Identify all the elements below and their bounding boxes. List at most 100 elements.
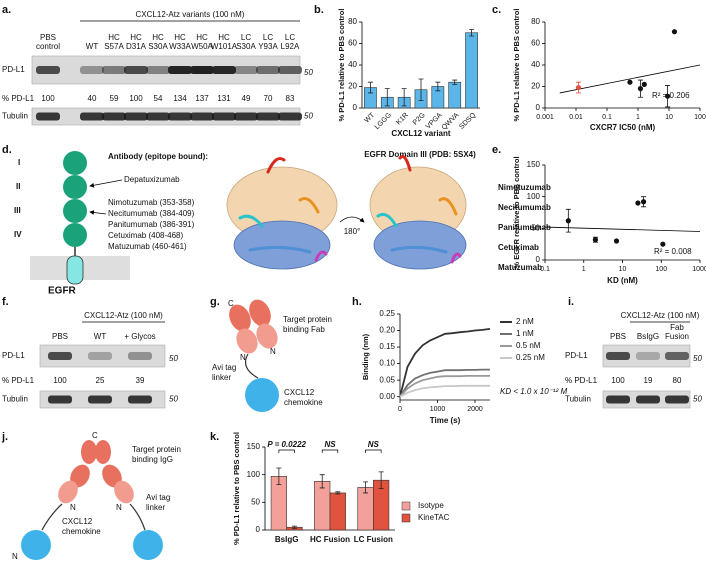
lane-label: PBS bbox=[40, 33, 56, 42]
panel-label: d. bbox=[2, 144, 12, 156]
point bbox=[575, 84, 582, 91]
y-tick-label: 60 bbox=[348, 39, 357, 48]
y-tick-label: 0.05 bbox=[379, 375, 395, 384]
mw-marker: 50 bbox=[693, 395, 702, 404]
error-bar bbox=[418, 78, 424, 101]
legend-swatch bbox=[401, 501, 411, 511]
y-tick-label: 0.10 bbox=[379, 359, 395, 368]
chemokine-label: CXCL12 bbox=[284, 388, 315, 397]
panel-label: h. bbox=[352, 296, 362, 308]
lane-label: LC bbox=[263, 33, 273, 42]
band bbox=[168, 66, 192, 74]
igg-label: binding IgG bbox=[132, 455, 173, 464]
annotation: P = 0.0222 bbox=[267, 440, 306, 449]
y-tick-label: 0.25 bbox=[379, 309, 395, 318]
x-tick-label: 0.1 bbox=[602, 114, 612, 121]
series-line bbox=[399, 368, 490, 398]
band bbox=[124, 66, 148, 74]
mw-marker: 50 bbox=[304, 112, 313, 121]
band bbox=[212, 66, 236, 74]
loading-band bbox=[102, 112, 126, 121]
band bbox=[80, 66, 104, 74]
x-tick-label: 100 bbox=[655, 266, 667, 273]
band bbox=[636, 352, 660, 360]
x-tick-label: LC Fusion bbox=[354, 535, 393, 544]
band bbox=[36, 66, 60, 74]
point bbox=[640, 199, 647, 205]
mw-marker: 50 bbox=[304, 68, 313, 77]
y-axis-title: % PD-L1 relative to PBS control bbox=[337, 9, 346, 122]
x-tick-label: 1 bbox=[582, 266, 586, 273]
y-tick-label: 0 bbox=[536, 103, 541, 112]
loading-band bbox=[124, 112, 148, 121]
blot-header: CXCL12-Atz (100 nM) bbox=[621, 311, 700, 320]
point bbox=[635, 200, 641, 206]
bar bbox=[357, 487, 374, 531]
fab-label: Target protein bbox=[283, 315, 332, 324]
mw-marker: 50 bbox=[169, 395, 178, 404]
band bbox=[88, 352, 112, 360]
row-label: % PD-L1 bbox=[565, 376, 598, 385]
chemokine-label: chemokine bbox=[284, 398, 323, 407]
series-line bbox=[399, 375, 490, 398]
chemokine-label: CXCL12 bbox=[62, 517, 93, 526]
c-terminus: C bbox=[92, 431, 98, 440]
legend-label: 0.5 nM bbox=[516, 341, 541, 350]
y-axis-title: % EGFR relative to PBS control bbox=[512, 156, 521, 268]
row-label: PD-L1 bbox=[565, 351, 588, 360]
percent-value: 49 bbox=[242, 94, 251, 103]
rotation-label: 180° bbox=[344, 227, 361, 236]
y-tick-label: 40 bbox=[531, 60, 540, 69]
error-bar bbox=[401, 88, 407, 107]
lane-label: HC bbox=[152, 33, 164, 42]
row-label: % PD-L1 bbox=[2, 94, 35, 103]
x-tick-label: 0.1 bbox=[540, 266, 550, 273]
legend-label: Isotype bbox=[418, 501, 444, 510]
percent-value: 83 bbox=[286, 94, 295, 103]
epitope-region bbox=[238, 214, 264, 228]
blot-header: CXCL12-Atz variants (100 nM) bbox=[136, 10, 245, 19]
row-label: % PD-L1 bbox=[2, 376, 35, 385]
y-tick-label: 0.20 bbox=[379, 326, 395, 335]
egfr-schematic: I II III IV EGFR Antibody (epitope bound… bbox=[14, 150, 476, 297]
band bbox=[665, 352, 689, 360]
rotation-arrow bbox=[339, 216, 365, 223]
loading-band bbox=[88, 395, 112, 404]
percent-value: 19 bbox=[644, 376, 653, 385]
epitope-region bbox=[390, 245, 448, 254]
domain bbox=[63, 223, 87, 247]
blot-header: CXCL12-Atz (100 nM) bbox=[84, 311, 163, 320]
lane-label: HC bbox=[196, 33, 208, 42]
epitope-region bbox=[450, 252, 462, 264]
antibody: Cetuximab (408-468) bbox=[108, 231, 183, 240]
y-tick-label: 20 bbox=[348, 82, 357, 91]
y-tick-label: 50 bbox=[251, 497, 260, 506]
loading-band bbox=[665, 395, 689, 404]
band bbox=[256, 66, 280, 74]
lane-label: W101A bbox=[211, 42, 238, 51]
point bbox=[565, 218, 571, 224]
x-axis-title: Time (s) bbox=[430, 416, 461, 425]
blot-strip bbox=[602, 344, 691, 368]
y-tick-label: 0 bbox=[536, 255, 541, 264]
band bbox=[190, 66, 214, 74]
y-axis-title: % PD-L1 relative to PBS control bbox=[232, 432, 241, 545]
antibody: Panitumumab (386-391) bbox=[108, 220, 195, 229]
domain-label: III bbox=[14, 206, 21, 215]
trend-line bbox=[544, 226, 701, 232]
x-tick-label: QWVA bbox=[441, 112, 461, 132]
lane-label: HC bbox=[108, 33, 120, 42]
panel-label: b. bbox=[314, 4, 324, 16]
linker-label: linker bbox=[146, 503, 165, 512]
percent-value: 137 bbox=[195, 94, 209, 103]
bar bbox=[465, 32, 478, 109]
point bbox=[664, 93, 671, 99]
annotation: R² = 0.206 bbox=[652, 91, 690, 100]
y-tick-label: 150 bbox=[247, 442, 261, 451]
row-label: Tubulin bbox=[2, 112, 28, 121]
lane-label: WT bbox=[86, 42, 99, 51]
percent-value: 100 bbox=[129, 94, 143, 103]
loading-band bbox=[636, 395, 660, 404]
epitope-region bbox=[376, 212, 398, 228]
